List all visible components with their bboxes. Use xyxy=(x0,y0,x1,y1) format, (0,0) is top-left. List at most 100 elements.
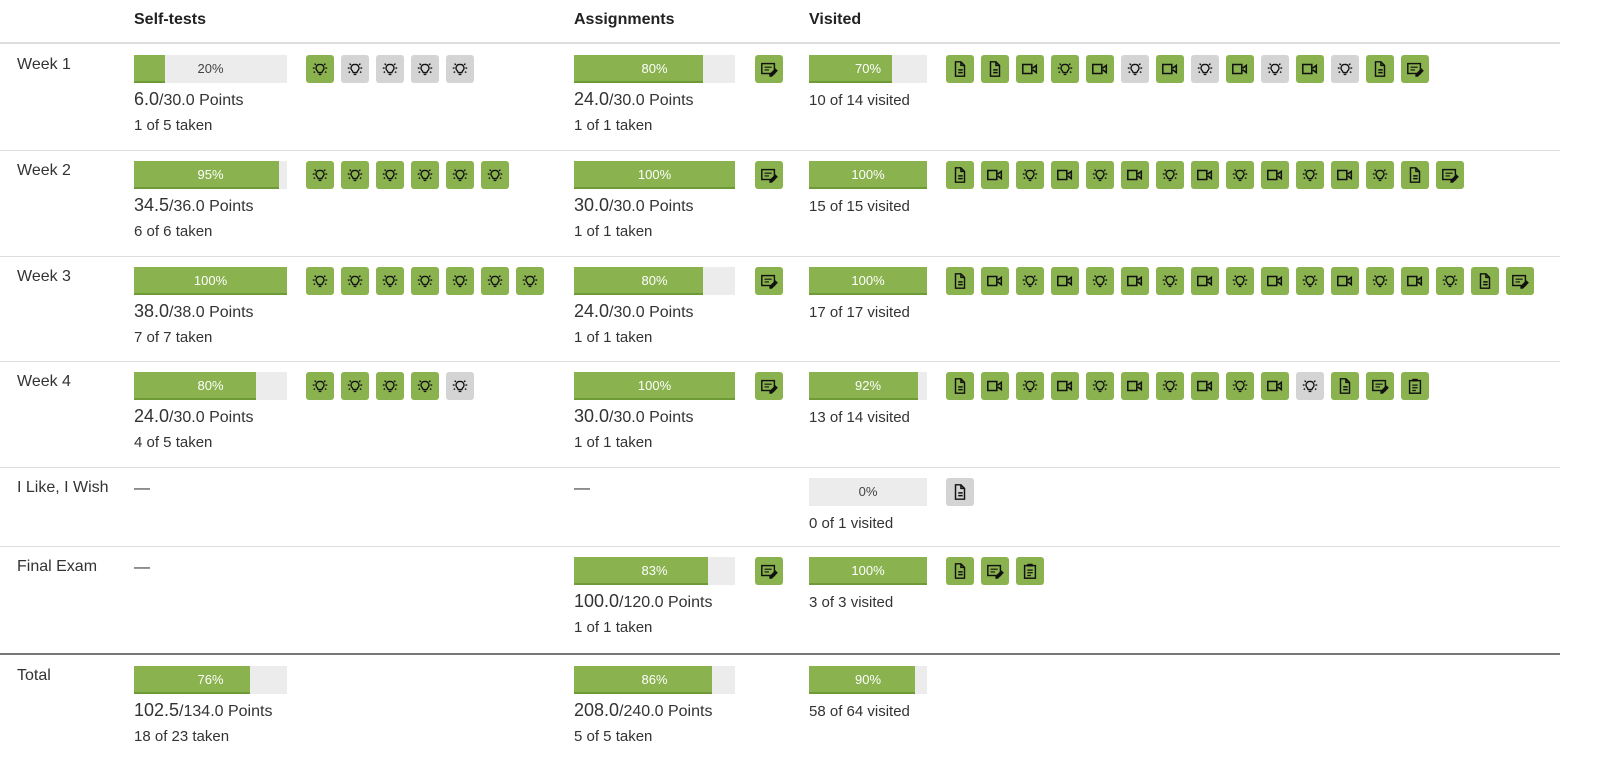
clipboard-icon[interactable] xyxy=(1016,557,1044,585)
self-tests-points: 24.0/30.0 Points xyxy=(134,406,254,426)
doc-icon[interactable] xyxy=(981,55,1009,83)
video-icon[interactable] xyxy=(1086,55,1114,83)
bulb-icon[interactable] xyxy=(516,267,544,295)
bulb-icon[interactable] xyxy=(306,267,334,295)
bulb-icon[interactable] xyxy=(1086,372,1114,400)
row-label: Week 4 xyxy=(17,373,71,390)
assignments-progress-bar: 86% xyxy=(574,666,735,694)
assignment-icon[interactable] xyxy=(755,161,783,189)
self-tests-percent: 20% xyxy=(197,61,224,76)
bulb-icon[interactable] xyxy=(1366,161,1394,189)
doc-icon[interactable] xyxy=(946,557,974,585)
assignments-icons xyxy=(755,55,783,83)
video-icon[interactable] xyxy=(1191,267,1219,295)
assignment-icon[interactable] xyxy=(755,267,783,295)
video-icon[interactable] xyxy=(1331,267,1359,295)
doc-icon[interactable] xyxy=(1471,267,1499,295)
doc-icon[interactable] xyxy=(946,478,974,506)
bulb-icon[interactable] xyxy=(1086,161,1114,189)
video-icon[interactable] xyxy=(1156,55,1184,83)
assignment-icon[interactable] xyxy=(1506,267,1534,295)
bulb-icon[interactable] xyxy=(376,161,404,189)
assignments-icons xyxy=(755,372,783,400)
bulb-icon[interactable] xyxy=(1296,161,1324,189)
bulb-icon[interactable] xyxy=(481,161,509,189)
bulb-icon[interactable] xyxy=(1226,161,1254,189)
video-icon[interactable] xyxy=(1401,267,1429,295)
row-label: Week 1 xyxy=(17,56,71,73)
video-icon[interactable] xyxy=(1191,372,1219,400)
bulb-icon[interactable] xyxy=(446,55,474,83)
bulb-icon[interactable] xyxy=(376,372,404,400)
doc-icon[interactable] xyxy=(1331,372,1359,400)
doc-icon[interactable] xyxy=(946,267,974,295)
doc-icon[interactable] xyxy=(946,161,974,189)
bulb-icon[interactable] xyxy=(1191,55,1219,83)
bulb-icon[interactable] xyxy=(376,55,404,83)
assignment-icon[interactable] xyxy=(1366,372,1394,400)
bulb-icon[interactable] xyxy=(1156,267,1184,295)
bulb-icon[interactable] xyxy=(306,55,334,83)
bulb-icon[interactable] xyxy=(341,267,369,295)
video-icon[interactable] xyxy=(1016,55,1044,83)
bulb-icon[interactable] xyxy=(1016,267,1044,295)
bulb-icon[interactable] xyxy=(341,372,369,400)
video-icon[interactable] xyxy=(981,372,1009,400)
video-icon[interactable] xyxy=(981,161,1009,189)
bulb-icon[interactable] xyxy=(411,161,439,189)
bulb-icon[interactable] xyxy=(411,372,439,400)
doc-icon[interactable] xyxy=(946,55,974,83)
assignment-icon[interactable] xyxy=(755,55,783,83)
doc-icon[interactable] xyxy=(946,372,974,400)
bulb-icon[interactable] xyxy=(1366,267,1394,295)
bulb-icon[interactable] xyxy=(306,161,334,189)
bulb-icon[interactable] xyxy=(411,55,439,83)
bulb-icon[interactable] xyxy=(306,372,334,400)
clipboard-icon[interactable] xyxy=(1401,372,1429,400)
bulb-icon[interactable] xyxy=(1156,161,1184,189)
bulb-icon[interactable] xyxy=(376,267,404,295)
video-icon[interactable] xyxy=(1051,372,1079,400)
bulb-icon[interactable] xyxy=(1226,267,1254,295)
video-icon[interactable] xyxy=(1121,267,1149,295)
video-icon[interactable] xyxy=(1226,55,1254,83)
bulb-icon[interactable] xyxy=(411,267,439,295)
video-icon[interactable] xyxy=(1261,161,1289,189)
assignment-icon[interactable] xyxy=(981,557,1009,585)
video-icon[interactable] xyxy=(1051,267,1079,295)
bulb-icon[interactable] xyxy=(1436,267,1464,295)
bulb-icon[interactable] xyxy=(1226,372,1254,400)
video-icon[interactable] xyxy=(1296,55,1324,83)
bulb-icon[interactable] xyxy=(1086,267,1114,295)
bulb-icon[interactable] xyxy=(341,161,369,189)
bulb-icon[interactable] xyxy=(1296,267,1324,295)
bulb-icon[interactable] xyxy=(1296,372,1324,400)
bulb-icon[interactable] xyxy=(446,161,474,189)
video-icon[interactable] xyxy=(1191,161,1219,189)
bulb-icon[interactable] xyxy=(446,372,474,400)
bulb-icon[interactable] xyxy=(1331,55,1359,83)
bulb-icon[interactable] xyxy=(481,267,509,295)
bulb-icon[interactable] xyxy=(1156,372,1184,400)
assignment-icon[interactable] xyxy=(1401,55,1429,83)
assignment-icon[interactable] xyxy=(755,557,783,585)
video-icon[interactable] xyxy=(1121,161,1149,189)
bulb-icon[interactable] xyxy=(1016,161,1044,189)
doc-icon[interactable] xyxy=(1401,161,1429,189)
video-icon[interactable] xyxy=(1331,161,1359,189)
video-icon[interactable] xyxy=(1051,161,1079,189)
assignment-icon[interactable] xyxy=(1436,161,1464,189)
bulb-icon[interactable] xyxy=(1121,55,1149,83)
bulb-icon[interactable] xyxy=(1261,55,1289,83)
assignments-percent: 80% xyxy=(641,273,668,288)
video-icon[interactable] xyxy=(1121,372,1149,400)
bulb-icon[interactable] xyxy=(446,267,474,295)
video-icon[interactable] xyxy=(1261,267,1289,295)
assignment-icon[interactable] xyxy=(755,372,783,400)
bulb-icon[interactable] xyxy=(1016,372,1044,400)
video-icon[interactable] xyxy=(1261,372,1289,400)
video-icon[interactable] xyxy=(981,267,1009,295)
bulb-icon[interactable] xyxy=(341,55,369,83)
bulb-icon[interactable] xyxy=(1051,55,1079,83)
doc-icon[interactable] xyxy=(1366,55,1394,83)
